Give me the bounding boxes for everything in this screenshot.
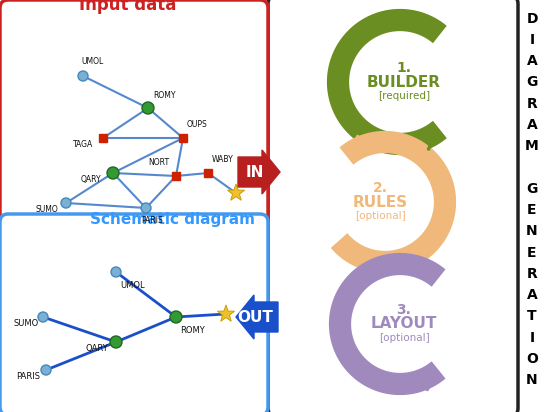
Text: OUPS: OUPS — [187, 120, 207, 129]
Circle shape — [110, 336, 122, 348]
Text: UMOL: UMOL — [120, 281, 145, 290]
Circle shape — [78, 71, 88, 81]
Text: I: I — [530, 330, 535, 344]
FancyArrow shape — [238, 150, 280, 194]
Text: T: T — [527, 309, 537, 323]
Polygon shape — [217, 305, 235, 321]
Text: BUILDER: BUILDER — [367, 75, 441, 89]
Circle shape — [142, 102, 154, 114]
Bar — [179, 134, 187, 142]
FancyArrow shape — [236, 295, 278, 339]
Text: G: G — [526, 75, 538, 89]
Circle shape — [41, 365, 51, 375]
Text: Input data: Input data — [79, 0, 177, 14]
Text: PARIS: PARIS — [16, 372, 40, 381]
Text: UMOL: UMOL — [81, 57, 103, 66]
Text: A: A — [527, 54, 537, 68]
Text: OUT: OUT — [237, 309, 273, 325]
Text: E: E — [527, 203, 537, 217]
Bar — [172, 172, 180, 180]
Text: IN: IN — [246, 164, 264, 180]
Text: PARIS: PARIS — [141, 216, 163, 225]
Text: RULES: RULES — [352, 194, 407, 209]
Text: N: N — [526, 373, 538, 387]
Circle shape — [107, 167, 119, 179]
Text: G: G — [526, 182, 538, 196]
Bar — [99, 134, 107, 142]
Text: M: M — [525, 139, 539, 153]
Text: 1.: 1. — [396, 61, 412, 75]
Text: SUMO: SUMO — [13, 319, 38, 328]
Text: D: D — [526, 12, 538, 26]
Text: SUMO: SUMO — [36, 205, 59, 214]
Circle shape — [170, 311, 182, 323]
Text: A: A — [527, 118, 537, 132]
Text: O: O — [526, 352, 538, 366]
Text: [required]: [required] — [378, 91, 430, 101]
Text: I: I — [530, 33, 535, 47]
FancyBboxPatch shape — [268, 0, 518, 412]
Text: ROMY: ROMY — [153, 91, 175, 100]
Text: [optional]: [optional] — [378, 333, 429, 343]
Text: 2.: 2. — [372, 181, 388, 195]
Text: 3.: 3. — [396, 303, 412, 317]
Text: A: A — [527, 288, 537, 302]
Circle shape — [141, 203, 151, 213]
Text: R: R — [527, 267, 537, 281]
Text: E: E — [527, 246, 537, 260]
Text: [optional]: [optional] — [354, 211, 405, 221]
Bar — [204, 169, 212, 177]
Text: Schematic diagram: Schematic diagram — [90, 212, 255, 227]
Text: TAGA: TAGA — [73, 140, 93, 149]
Text: LAYOUT: LAYOUT — [371, 316, 437, 332]
Text: R: R — [527, 97, 537, 111]
Circle shape — [111, 267, 121, 277]
Text: QARY: QARY — [86, 344, 109, 353]
Text: ROMY: ROMY — [180, 326, 205, 335]
Text: N: N — [526, 224, 538, 238]
Text: WABY: WABY — [212, 155, 234, 164]
Polygon shape — [228, 184, 245, 200]
FancyBboxPatch shape — [0, 214, 268, 412]
Text: NORT: NORT — [148, 158, 169, 167]
Text: QARY: QARY — [81, 175, 102, 184]
Circle shape — [61, 198, 71, 208]
FancyBboxPatch shape — [0, 0, 268, 228]
Circle shape — [38, 312, 48, 322]
